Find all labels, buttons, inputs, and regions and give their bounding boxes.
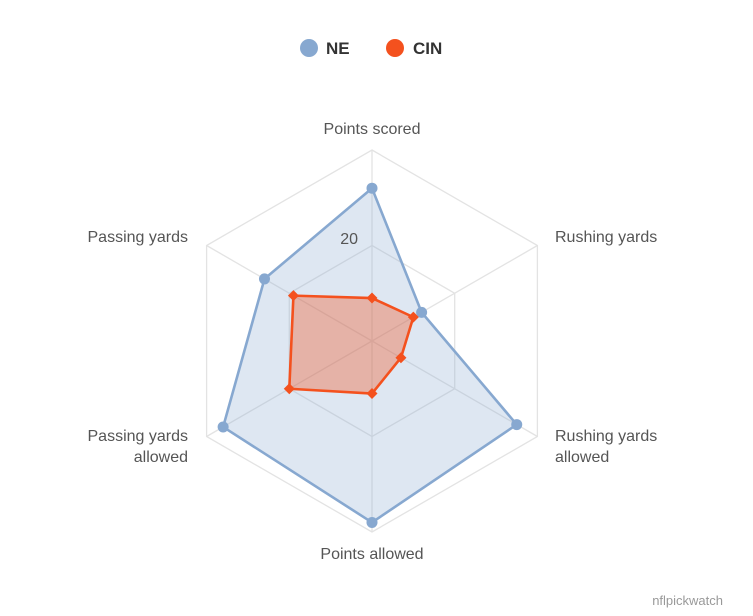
grid-spoke-5 [206, 244, 373, 342]
data-point-cin-0[interactable] [366, 292, 378, 304]
data-point-ne-5[interactable] [258, 273, 270, 285]
legend-label-ne: NE [326, 39, 350, 58]
axis-label-points-scored: Points scored [324, 121, 421, 138]
data-point-ne-3[interactable] [366, 516, 378, 528]
axis-label-rushing-yards-allowed: Rushing yards allowed [555, 428, 657, 466]
data-point-ne-0[interactable] [366, 182, 378, 194]
series-layer [217, 182, 523, 528]
legend-marker-ne [300, 39, 318, 57]
data-point-cin-4[interactable] [283, 383, 295, 395]
axis-label-rushing-yards: Rushing yards [555, 229, 657, 246]
data-point-ne-4[interactable] [217, 421, 229, 433]
credit-link[interactable]: nflpickwatch [652, 593, 723, 608]
legend: NE CIN [300, 39, 442, 58]
data-point-ne-2[interactable] [511, 419, 523, 431]
data-point-ne-1[interactable] [416, 306, 428, 318]
axis-label-points-allowed: Points allowed [320, 546, 423, 563]
series-ne [217, 182, 523, 528]
legend-label-cin: CIN [413, 39, 442, 58]
tick-label-20: 20 [340, 231, 358, 248]
legend-marker-cin [386, 39, 404, 57]
data-point-cin-2[interactable] [395, 352, 407, 364]
data-point-cin-3[interactable] [366, 388, 378, 400]
axis-labels: Points scored Rushing yards Rushing yard… [88, 121, 658, 563]
axis-label-passing-yards: Passing yards [88, 229, 189, 246]
grid-spoke-1 [371, 244, 538, 342]
series-cin [283, 290, 419, 400]
data-point-cin-5[interactable] [287, 290, 299, 302]
legend-item-cin[interactable]: CIN [386, 39, 442, 58]
data-point-cin-1[interactable] [407, 311, 419, 323]
legend-item-ne[interactable]: NE [300, 39, 350, 58]
radar-grid [205, 149, 539, 533]
axis-label-passing-yards-allowed: Passing yards allowed [88, 428, 189, 466]
